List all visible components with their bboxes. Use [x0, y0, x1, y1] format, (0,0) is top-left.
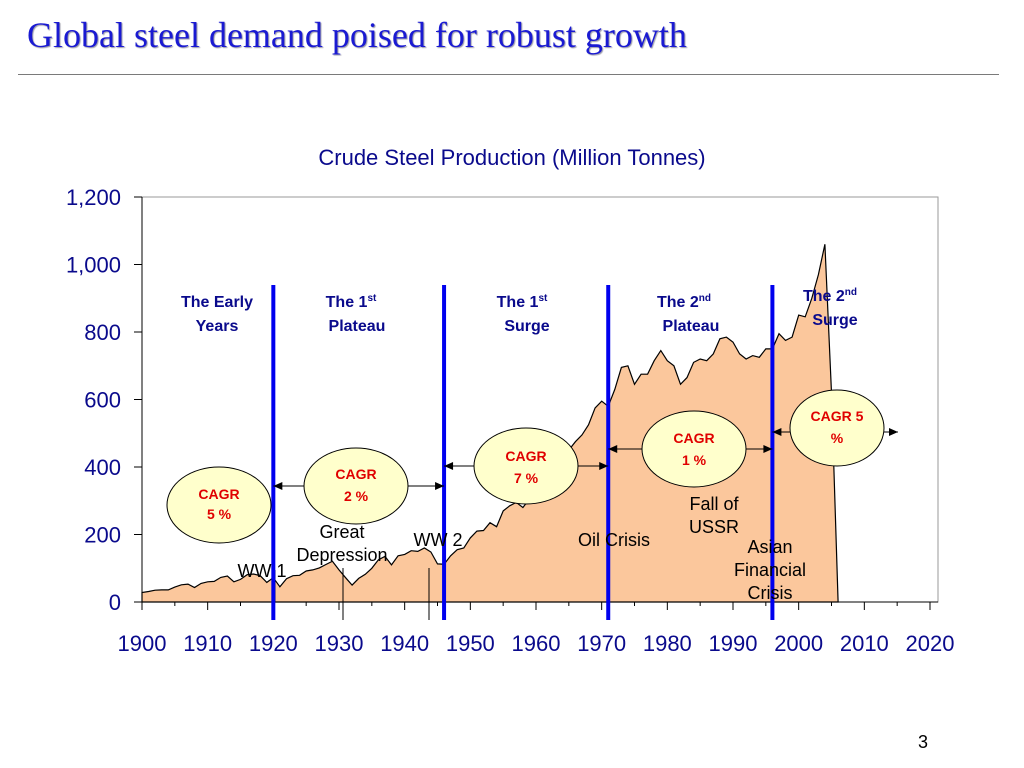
era-label-second-plateau: The 2nd Plateau: [657, 293, 719, 335]
svg-text:The 2nd: The 2nd: [803, 287, 857, 305]
x-tick-label: 1910: [183, 631, 232, 656]
era-label-early: The Early Years: [181, 294, 253, 335]
event-oil-crisis: Oil Crisis: [578, 530, 650, 550]
arrow-head-right: [889, 428, 898, 436]
event-ussr-line2: USSR: [689, 517, 739, 537]
cagr-1p-line2: 2 %: [344, 488, 369, 504]
arrow-head-left: [772, 428, 782, 436]
cagr-bubble-second-plateau: CAGR 1 %: [641, 410, 747, 488]
era-1p-line1: The 1: [326, 294, 368, 311]
era-label-first-surge: The 1st Surge: [497, 293, 550, 335]
arrow-head-left: [444, 462, 454, 470]
svg-text:The 2nd: The 2nd: [657, 293, 711, 311]
cagr-bubble-second-surge: CAGR 5 %: [789, 389, 885, 467]
x-tick-label: 1980: [643, 631, 692, 656]
era-1s-sup: st: [538, 293, 548, 304]
era-early-line2: Years: [196, 318, 239, 335]
y-tick-label: 800: [84, 320, 121, 345]
era-1s-line2: Surge: [504, 318, 549, 335]
era-1p-line2: Plateau: [329, 318, 386, 335]
svg-text:The 1st: The 1st: [497, 293, 548, 311]
axes: 1900 1910 1920 1930 1940 1950 1960 1970 1980 1990…: [66, 185, 955, 656]
production-area: [141, 244, 839, 603]
era-2s-sup: nd: [845, 287, 857, 298]
chart-title: Crude Steel Production (Million Tonnes): [318, 145, 705, 170]
event-ww1: WW 1: [238, 561, 287, 581]
event-ww2: WW 2: [414, 530, 463, 550]
era-2p-sup: nd: [699, 293, 711, 304]
era-dividers: [271, 285, 775, 620]
cagr-bubble-first-surge: CAGR 7 %: [473, 427, 579, 505]
cagr-2p-line1: CAGR: [673, 430, 714, 446]
slide-title: Global steel demand poised for robust gr…: [27, 15, 687, 55]
cagr-2p-line2: 1 %: [682, 452, 707, 468]
era-1p-sup: st: [367, 293, 377, 304]
y-tick-label: 400: [84, 455, 121, 480]
era-1s-line1: The 1: [497, 294, 539, 311]
event-depression-line1: Great: [319, 522, 364, 542]
cagr-1s-line2: 7 %: [514, 470, 539, 486]
cagr-2s-line2: %: [831, 430, 844, 446]
era-label-second-surge: The 2nd Surge: [803, 287, 858, 329]
arrow-head-left: [273, 482, 283, 490]
x-tick-label: 1960: [512, 631, 561, 656]
cagr-bubble-early: CAGR 5 %: [166, 466, 272, 544]
event-ussr-line1: Fall of: [689, 494, 739, 514]
era-2p-line2: Plateau: [663, 318, 720, 335]
era-2p-line1: The 2: [657, 294, 699, 311]
x-tick-label: 1920: [249, 631, 298, 656]
x-tick-label: 2020: [906, 631, 955, 656]
cagr-early-line1: CAGR: [198, 486, 239, 502]
x-tick-label: 2000: [774, 631, 823, 656]
svg-text:The 1st: The 1st: [326, 293, 377, 311]
event-asian-line2: Financial: [734, 560, 806, 580]
cagr-bubble-first-plateau: CAGR 2 %: [303, 447, 409, 525]
page-number: 3: [918, 732, 929, 752]
y-tick-label: 600: [84, 388, 121, 413]
y-tick-label: 1,200: [66, 185, 121, 210]
cagr-1p-line1: CAGR: [335, 466, 376, 482]
arrow-head-right: [599, 462, 609, 470]
event-asian-line1: Asian: [747, 537, 792, 557]
x-tick-label: 2010: [840, 631, 889, 656]
x-tick-label: 1970: [577, 631, 626, 656]
y-tick-label: 200: [84, 523, 121, 548]
arrow-head-right: [763, 445, 773, 453]
y-tick-label: 0: [109, 590, 121, 615]
x-tick-label: 1950: [446, 631, 495, 656]
era-label-first-plateau: The 1st Plateau: [326, 293, 386, 335]
cagr-early-line2: 5 %: [207, 506, 232, 522]
cagr-1s-line1: CAGR: [505, 448, 546, 464]
title-divider: [18, 74, 999, 75]
arrow-head-left: [608, 445, 618, 453]
event-asian-line3: Crisis: [748, 583, 793, 603]
x-tick-label: 1990: [709, 631, 758, 656]
x-tick-label: 1940: [380, 631, 429, 656]
event-depression-line2: Depression: [296, 545, 387, 565]
x-tick-label: 1900: [118, 631, 167, 656]
era-early-line1: The Early: [181, 294, 253, 311]
era-2s-line1: The 2: [803, 288, 845, 305]
cagr-2s-line1: CAGR 5: [811, 408, 864, 424]
x-tick-label: 1930: [315, 631, 364, 656]
y-tick-label: 1,000: [66, 253, 121, 278]
arrow-head-right: [435, 482, 445, 490]
era-2s-line2: Surge: [812, 312, 857, 329]
